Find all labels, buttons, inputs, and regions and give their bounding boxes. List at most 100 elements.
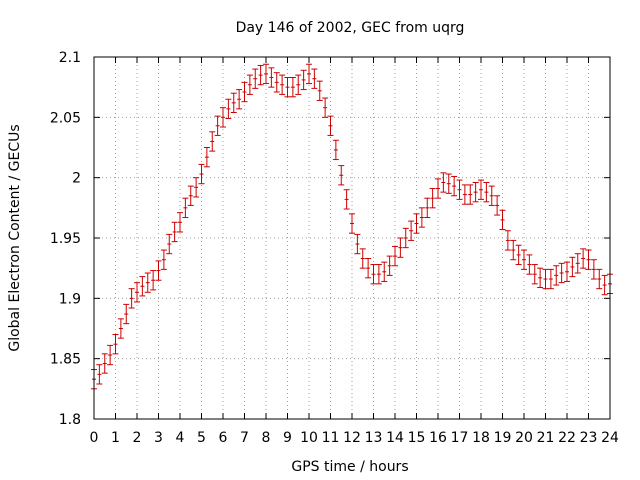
data-point [295, 74, 302, 95]
data-point [343, 189, 350, 210]
x-tick-label: 15 [408, 430, 426, 446]
data-point [214, 115, 221, 136]
data-point [467, 184, 474, 205]
data-point [354, 233, 361, 255]
data-point [198, 163, 205, 185]
data-point [397, 237, 404, 258]
x-tick-label: 17 [451, 430, 469, 446]
x-tick-label: 11 [322, 430, 340, 446]
data-point [435, 178, 441, 199]
y-tick-label: 1.95 [50, 231, 81, 247]
data-point [488, 185, 495, 206]
data-point [478, 179, 484, 200]
data-point [144, 272, 151, 293]
data-point [273, 72, 280, 93]
data-point [279, 74, 286, 95]
data-point [241, 81, 248, 103]
data-point [316, 80, 323, 101]
data-point [338, 165, 345, 186]
data-point [386, 255, 393, 276]
data-point [375, 264, 382, 285]
x-tick-label: 5 [197, 430, 206, 446]
x-tick-label: 0 [90, 430, 99, 446]
data-point [483, 181, 490, 203]
data-point [160, 249, 167, 270]
y-tick-label: 1.9 [59, 291, 81, 307]
data-point [289, 77, 296, 98]
data-point [322, 97, 329, 118]
data-point [166, 233, 173, 255]
data-point [402, 227, 409, 249]
data-point [472, 181, 479, 203]
y-tick-labels: 1.8 1.85 1.9 1.95 2 2.05 2.1 [50, 50, 81, 428]
data-point [418, 207, 425, 228]
data-point [182, 197, 189, 218]
data-point [537, 267, 544, 288]
data-point [306, 63, 312, 85]
data-point [558, 262, 565, 284]
x-tick-label: 9 [283, 430, 292, 446]
data-point [590, 259, 597, 280]
x-tick-label: 8 [262, 430, 271, 446]
data-point [499, 209, 506, 231]
data-point [263, 63, 269, 85]
data-point [429, 188, 436, 209]
data-point [392, 245, 398, 267]
data-point [117, 318, 124, 339]
data-point [101, 353, 108, 374]
x-tick-label: 3 [154, 430, 163, 446]
data-point [236, 89, 243, 110]
x-tick-label: 6 [219, 430, 228, 446]
data-point [203, 147, 210, 168]
data-point [553, 265, 560, 286]
x-tick-label: 4 [176, 430, 185, 446]
data-point [209, 131, 216, 152]
data-point [230, 92, 237, 114]
data-point [107, 344, 114, 366]
data-point [150, 270, 157, 291]
data-point [171, 221, 178, 243]
data-point [451, 175, 458, 197]
y-axis-label: Global Electron Content / GECUs [7, 124, 23, 351]
data-point [359, 248, 366, 269]
data-point [327, 115, 334, 136]
grid [94, 57, 610, 419]
data-point [510, 239, 517, 261]
data-point [311, 68, 318, 89]
data-point [445, 173, 452, 194]
x-tick-label: 19 [494, 430, 512, 446]
x-tick-label: 20 [515, 430, 533, 446]
data-point [596, 268, 603, 290]
data-point [585, 249, 592, 270]
data-point [381, 261, 388, 282]
data-point [526, 254, 533, 275]
y-tick-label: 2.05 [50, 110, 81, 126]
data-point [494, 195, 501, 216]
data-point [332, 139, 339, 161]
chart-title: Day 146 of 2002, GEC from uqrg [236, 20, 465, 36]
tick-marks [93, 56, 611, 420]
data-point [574, 253, 581, 274]
data-point [268, 67, 275, 88]
x-tick-label: 22 [558, 430, 576, 446]
data-point [123, 303, 130, 325]
y-tick-label: 2 [72, 171, 81, 187]
data-point [112, 334, 119, 355]
data-point [424, 197, 431, 218]
data-point [134, 282, 140, 303]
data-point [370, 264, 377, 285]
data-point [257, 64, 264, 86]
x-tick-label: 12 [343, 430, 361, 446]
data-point [580, 248, 587, 269]
data-point [252, 68, 259, 89]
data-point [246, 74, 253, 95]
y-tick-label: 2.1 [59, 50, 81, 66]
x-tick-label: 16 [429, 430, 447, 446]
x-tick-label: 21 [537, 430, 555, 446]
data-point [187, 185, 194, 206]
y-tick-label: 1.8 [59, 412, 81, 428]
x-axis-label: GPS time / hours [291, 459, 408, 475]
data-point [300, 69, 307, 91]
data-point [564, 261, 570, 282]
